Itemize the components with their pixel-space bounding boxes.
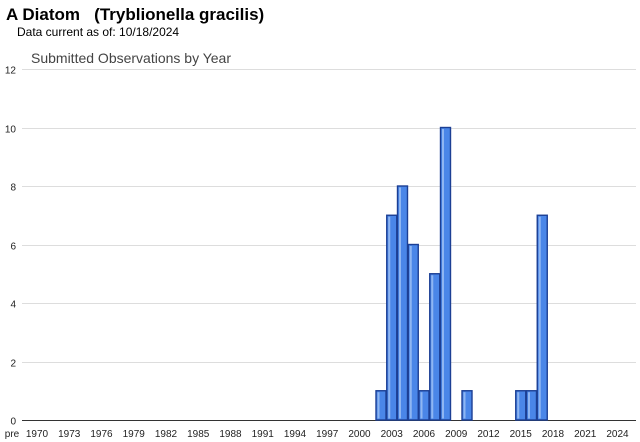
x-tick-label: 1982: [155, 429, 178, 440]
x-axis-ticks: pre 1970 1973 1976 1979 1982 1985 1988 1991 1994 1…: [5, 429, 629, 440]
y-tick-label: 6: [10, 242, 16, 253]
x-tick-label: 1991: [252, 429, 275, 440]
x-tick-label: 2024: [606, 429, 629, 440]
bar-2010: [461, 390, 473, 421]
x-tick-label: 1997: [316, 429, 339, 440]
bar-highlight: [399, 187, 401, 419]
bar-highlight: [463, 392, 466, 419]
y-tick-label: 10: [5, 125, 17, 136]
x-tick-label: 1985: [187, 429, 210, 440]
bars: [375, 126, 548, 421]
bar-highlight: [528, 392, 530, 419]
data-current-date: Data current as of: 10/18/2024: [17, 25, 179, 39]
x-tick-label: 1988: [219, 429, 242, 440]
y-tick-label: 0: [10, 417, 16, 428]
bar: [386, 214, 398, 421]
bar-2004: [396, 185, 409, 421]
bar: [407, 243, 419, 421]
bar: [418, 390, 430, 421]
y-tick-label: 8: [10, 183, 16, 194]
bar: [375, 390, 387, 421]
x-tick-label: 2000: [348, 429, 371, 440]
y-axis-ticks: 0 2 4 6 8 10 12: [5, 66, 17, 428]
bar-2006: [418, 390, 430, 421]
y-tick-label: 2: [10, 359, 16, 370]
bar-2007: [429, 273, 441, 421]
bar-highlight: [377, 392, 380, 419]
x-tick-label: pre: [5, 429, 20, 440]
x-tick-label: 2015: [510, 429, 533, 440]
bar-highlight: [409, 246, 412, 419]
bar-2005: [407, 243, 419, 421]
gridlines: [22, 69, 636, 421]
bar-2015: [515, 390, 527, 421]
bar-highlight: [431, 275, 434, 419]
page-title: A Diatom (Tryblionella gracilis): [6, 5, 264, 24]
bar: [396, 185, 409, 421]
bar-2017: [536, 214, 548, 421]
bar-2002: [375, 390, 387, 421]
x-tick-label: 1976: [90, 429, 113, 440]
x-tick-label: 2018: [542, 429, 565, 440]
bar: [439, 126, 452, 421]
x-tick-label: 2006: [413, 429, 436, 440]
bar-highlight: [388, 216, 391, 419]
bar: [461, 390, 473, 421]
bar-highlight: [538, 216, 541, 419]
x-tick-label: 2021: [574, 429, 597, 440]
y-tick-label: 12: [5, 66, 17, 77]
bar-2016: [525, 390, 538, 421]
x-tick-label: 1994: [284, 429, 307, 440]
chart-title: Submitted Observations by Year: [31, 50, 231, 66]
x-tick-label: 2012: [477, 429, 500, 440]
bar: [525, 390, 538, 421]
bar-highlight: [517, 392, 520, 419]
bar: [515, 390, 527, 421]
x-tick-label: 1970: [26, 429, 49, 440]
bar-2008: [439, 126, 452, 421]
x-tick-label: 1979: [123, 429, 146, 440]
bar-highlight: [442, 129, 444, 419]
bar: [536, 214, 548, 421]
x-tick-label: 1973: [58, 429, 81, 440]
y-tick-label: 4: [10, 300, 16, 311]
x-tick-label: 2003: [381, 429, 404, 440]
bar-2003: [386, 214, 398, 421]
bar-highlight: [420, 392, 423, 419]
bar: [429, 273, 441, 421]
x-tick-label: 2009: [445, 429, 468, 440]
